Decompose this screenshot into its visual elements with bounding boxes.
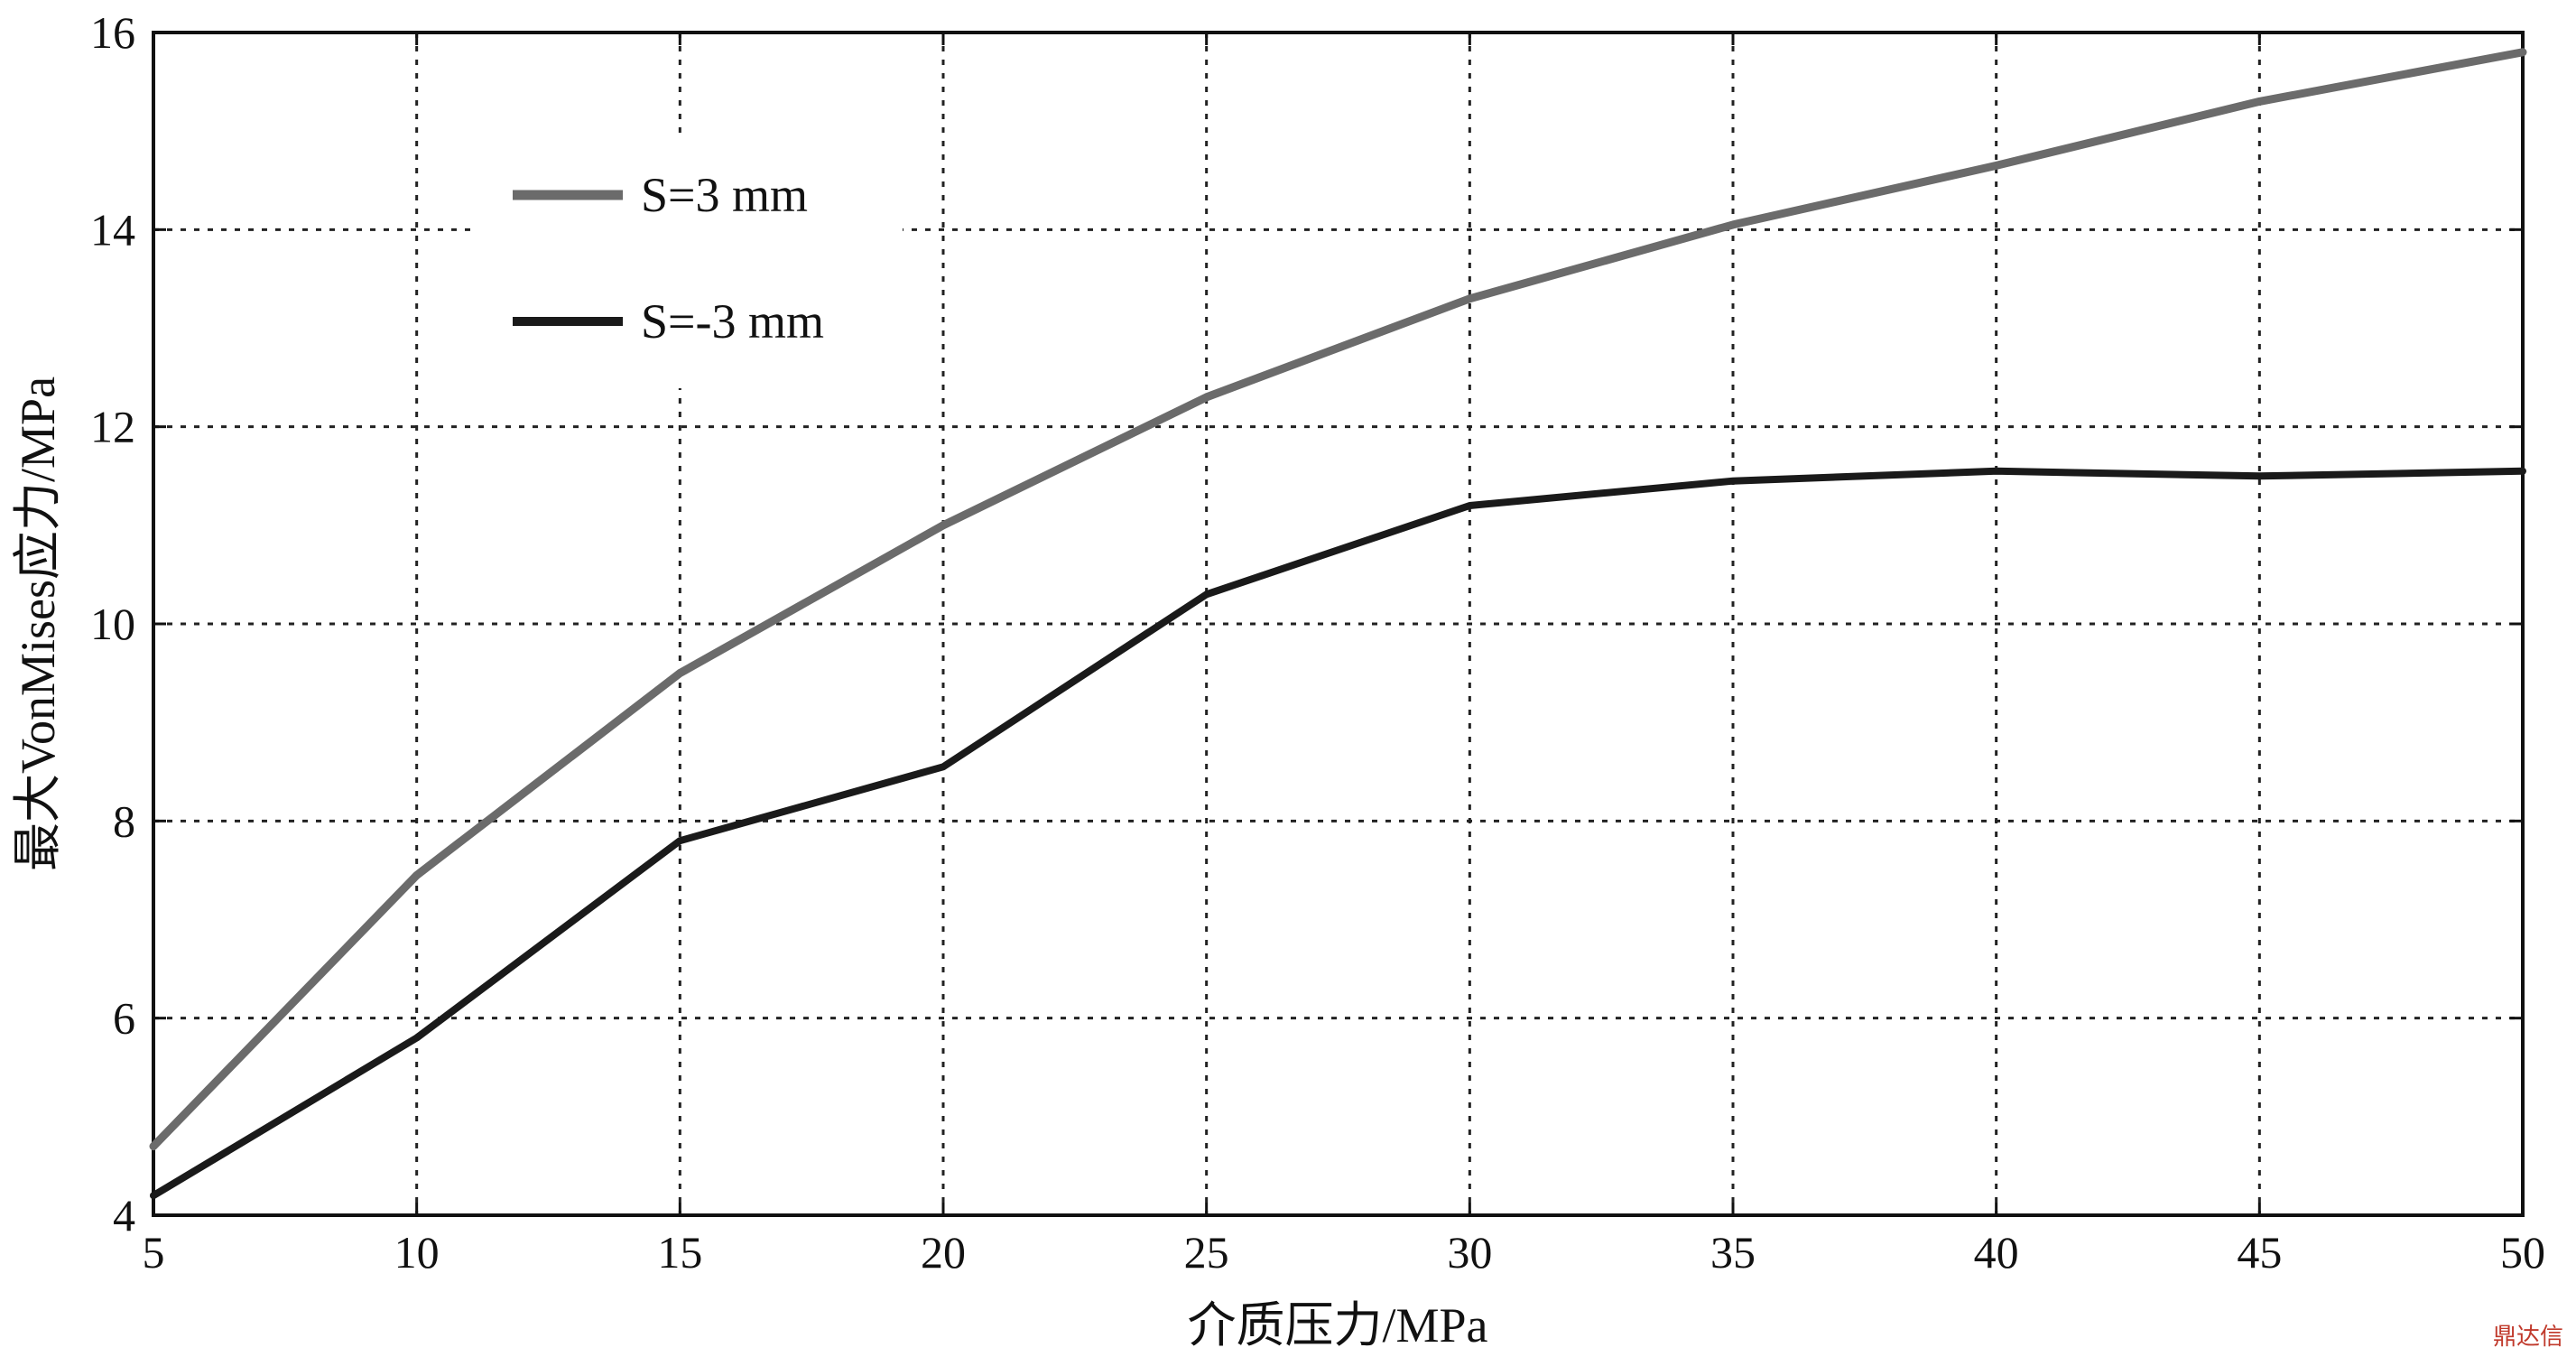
x-tick-label: 45	[2237, 1227, 2282, 1278]
x-axis-title: 介质压力/MPa	[1187, 1298, 1487, 1352]
series-layer	[149, 48, 2527, 1200]
x-tick-label: 10	[394, 1227, 440, 1278]
y-tick-label: 14	[90, 204, 135, 255]
tick-layer: 5 10 15 20 25 30 35 40 45 50 4 6 8 10 12 14 16	[90, 7, 2545, 1278]
y-axis-title: 最大VonMises应力/MPa	[11, 376, 65, 871]
y-tick-label: 16	[90, 7, 135, 58]
y-tick-label: 6	[113, 993, 135, 1044]
series-line-1	[149, 48, 2527, 1151]
x-tick-label: 30	[1447, 1227, 1492, 1278]
x-tick-label: 15	[657, 1227, 702, 1278]
x-tick-label: 20	[921, 1227, 966, 1278]
x-tick-label: 50	[2500, 1227, 2545, 1278]
y-tick-label: 12	[90, 402, 135, 452]
series-line-2	[150, 467, 2526, 1200]
x-tick-label: 25	[1184, 1227, 1229, 1278]
legend-label-2: S=-3 mm	[641, 294, 824, 349]
y-tick-label: 10	[90, 599, 135, 649]
y-tick-label: 4	[113, 1190, 135, 1241]
legend-background	[478, 135, 903, 388]
y-tick-label: 8	[113, 795, 135, 846]
x-tick-label: 5	[143, 1227, 165, 1278]
watermark: 鼎达信	[2492, 1324, 2563, 1351]
x-tick-label: 35	[1710, 1227, 1756, 1278]
legend-label-1: S=3 mm	[641, 168, 808, 222]
x-tick-label: 40	[1974, 1227, 2019, 1278]
legend: S=3 mm S=-3 mm	[478, 135, 903, 388]
